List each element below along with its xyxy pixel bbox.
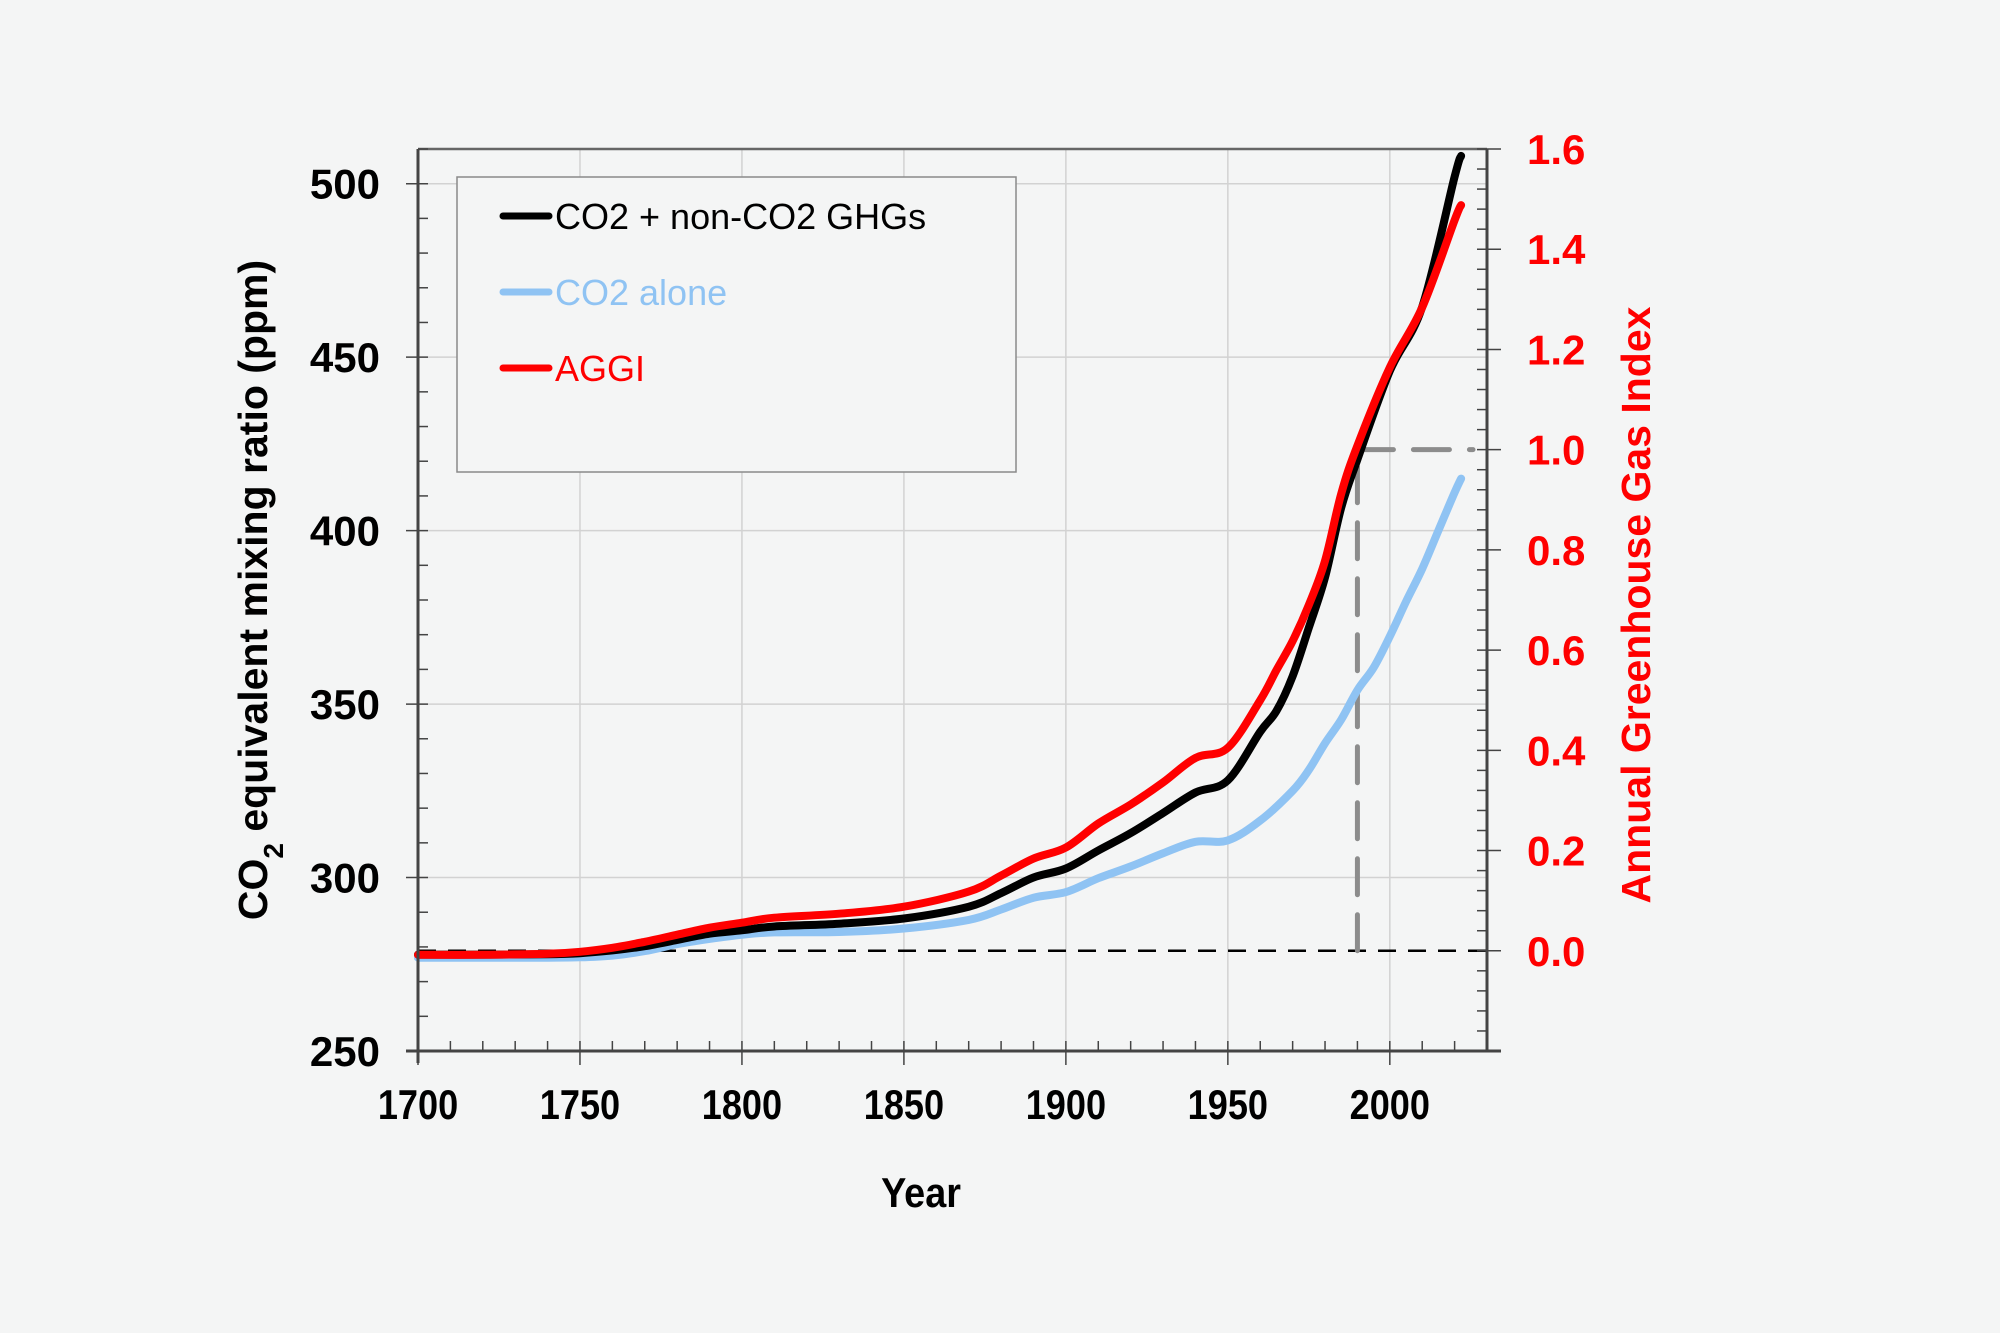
y-right-tick-label: 0.4: [1527, 727, 1586, 774]
x-tick-label: 1750: [540, 1083, 620, 1129]
x-tick-label: 1800: [702, 1083, 782, 1129]
y-right-tick-label: 0.8: [1527, 527, 1585, 574]
y-right-tick-label: 1.2: [1527, 326, 1585, 373]
y-right-axis-title: Annual Greenhouse Gas Index: [1613, 306, 1659, 903]
x-tick-label: 1850: [864, 1083, 944, 1129]
y-right-tick-label: 0.2: [1527, 828, 1585, 875]
reference-lines: [418, 447, 1487, 954]
y-left-tick-label: 250: [310, 1028, 380, 1075]
y-left-tick-label: 400: [310, 508, 380, 555]
y-left-tick-label: 450: [310, 334, 380, 381]
y-left-tick-label: 300: [310, 855, 380, 902]
series-line-co2-alone: [414, 474, 1466, 962]
series-lines: [414, 151, 1466, 962]
x-tick-label: 1950: [1188, 1083, 1268, 1129]
legend-item-co2-alone: CO2 alone: [499, 272, 727, 313]
y-left-tick-label: 350: [310, 681, 380, 728]
legend-label: CO2 alone: [555, 272, 727, 313]
x-tick-label: 1700: [378, 1083, 458, 1129]
y-right-tick-label: 0.0: [1527, 928, 1585, 975]
x-tick-label: 1900: [1026, 1083, 1106, 1129]
legend: CO2 + non-CO2 GHGs CO2 alone AGGI: [456, 176, 1017, 473]
y-right-tick-label: 1.0: [1527, 427, 1585, 474]
tick-labels: 1700 1750 1800 1850 1900 1950 2000 250 300 350 400…: [310, 126, 1586, 1129]
legend-box: [456, 176, 1017, 473]
legend-label: AGGI: [555, 348, 645, 389]
y-left-axis-title: CO2 equivalent mixing ratio (ppm): [230, 260, 289, 920]
axes: [406, 147, 1501, 1065]
x-tick-label: 2000: [1350, 1083, 1430, 1129]
y-right-tick-label: 1.6: [1527, 126, 1585, 173]
legend-label: CO2 + non-CO2 GHGs: [555, 196, 926, 237]
y-left-tick-label: 500: [310, 161, 380, 208]
y-right-tick-label: 1.4: [1527, 226, 1586, 273]
y-right-tick-label: 0.6: [1527, 627, 1585, 674]
legend-item-aggi: AGGI: [499, 348, 645, 389]
x-axis-title: Year: [881, 1170, 961, 1216]
series-line-aggi: [414, 201, 1466, 959]
legend-item-co2-plus-non-co2: CO2 + non-CO2 GHGs: [499, 196, 926, 237]
